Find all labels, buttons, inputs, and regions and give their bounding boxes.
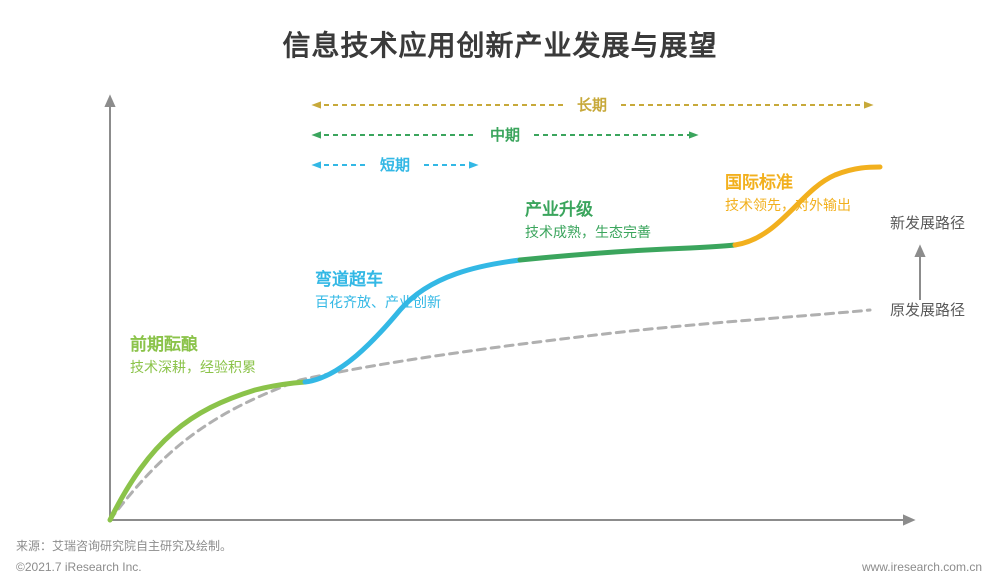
development-curve-chart: 前期酝酿 技术深耕，经验积累 弯道超车 百花齐放、产业创新 产业升级 技术成熟，… xyxy=(60,70,980,550)
old-path-curve xyxy=(110,310,870,520)
segment-1-early xyxy=(110,382,305,520)
side-label-new-path: 新发展路径 xyxy=(890,215,965,232)
source-text: 来源：艾瑞咨询研究院自主研究及绘制。 xyxy=(16,537,232,554)
copyright-text: ©2021.7 iResearch Inc. xyxy=(16,560,142,574)
period-medium: 中期 xyxy=(315,126,695,144)
page-title: 信息技术应用创新产业发展与展望 xyxy=(0,24,1000,64)
svg-text:产业升级: 产业升级 xyxy=(525,199,593,219)
svg-text:技术深耕，经验积累: 技术深耕，经验积累 xyxy=(130,359,256,375)
svg-text:技术成熟，生态完善: 技术成熟，生态完善 xyxy=(525,224,651,240)
svg-text:前期酝酿: 前期酝酿 xyxy=(130,334,198,354)
svg-text:长期: 长期 xyxy=(577,96,607,114)
period-long: 长期 xyxy=(315,96,870,114)
svg-text:短期: 短期 xyxy=(380,156,410,174)
svg-text:国际标准: 国际标准 xyxy=(725,172,793,192)
svg-text:中期: 中期 xyxy=(490,126,520,144)
side-label-old-path: 原发展路径 xyxy=(890,302,965,319)
svg-text:技术领先，对外输出: 技术领先，对外输出 xyxy=(725,197,851,213)
website-text: www.iresearch.com.cn xyxy=(862,560,982,574)
phase-label-1: 前期酝酿 技术深耕，经验积累 xyxy=(130,334,256,375)
phase-label-3: 产业升级 技术成熟，生态完善 xyxy=(525,199,651,240)
segment-3-upgrade xyxy=(520,245,735,260)
svg-text:弯道超车: 弯道超车 xyxy=(315,269,383,289)
svg-text:百花齐放、产业创新: 百花齐放、产业创新 xyxy=(315,294,441,310)
period-short: 短期 xyxy=(315,156,475,174)
